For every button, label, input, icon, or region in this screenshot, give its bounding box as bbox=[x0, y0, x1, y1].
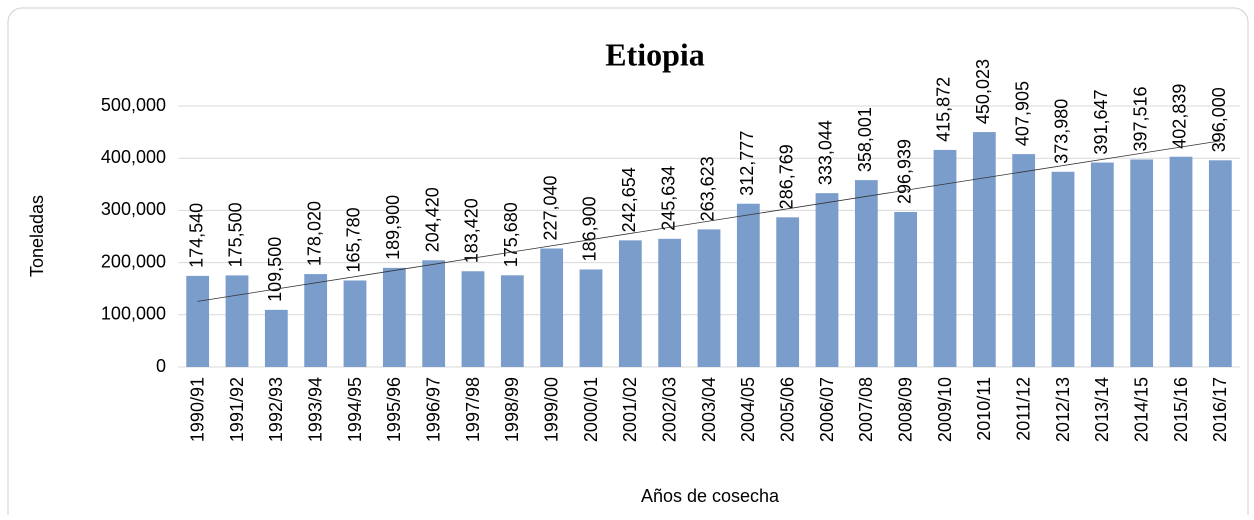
y-tick-label: 300,000 bbox=[101, 199, 166, 219]
value-label: 189,900 bbox=[383, 195, 403, 260]
x-tick-label: 2012/13 bbox=[1053, 377, 1073, 442]
x-tick-label: 2006/07 bbox=[817, 377, 837, 442]
x-tick-label: 2015/16 bbox=[1171, 377, 1191, 442]
value-label: 175,680 bbox=[501, 202, 521, 267]
x-tick-label: 2001/02 bbox=[620, 377, 640, 442]
x-tick-label: 1991/92 bbox=[227, 377, 247, 442]
bar bbox=[540, 248, 564, 367]
value-label: 402,839 bbox=[1170, 84, 1190, 149]
value-label: 333,044 bbox=[816, 120, 836, 185]
x-tick-label: 2013/14 bbox=[1092, 377, 1112, 442]
bar bbox=[776, 217, 800, 367]
x-tick-label: 1994/95 bbox=[345, 377, 365, 442]
value-label: 296,939 bbox=[894, 139, 914, 204]
bar bbox=[894, 211, 918, 367]
value-label: 286,769 bbox=[776, 144, 796, 209]
bar bbox=[304, 274, 328, 367]
x-tick-label: 2016/17 bbox=[1210, 377, 1230, 442]
x-tick-label: 2014/15 bbox=[1131, 377, 1151, 442]
bar bbox=[933, 149, 957, 367]
value-label: 165,780 bbox=[344, 207, 364, 272]
x-tick-label: 2009/10 bbox=[935, 377, 955, 442]
x-tick-label: 2010/11 bbox=[974, 377, 994, 441]
x-tick-label: 1993/94 bbox=[305, 377, 325, 442]
bar bbox=[461, 271, 485, 367]
value-label: 204,420 bbox=[422, 187, 442, 252]
value-label: 450,023 bbox=[973, 59, 993, 124]
x-tick-label: 1998/99 bbox=[502, 377, 522, 442]
value-label: 312,777 bbox=[737, 131, 757, 196]
bar bbox=[658, 238, 682, 367]
trendline bbox=[197, 140, 1221, 302]
bar bbox=[186, 275, 210, 367]
bar bbox=[972, 132, 996, 367]
x-tick-label: 1995/96 bbox=[384, 377, 404, 442]
value-label: 407,905 bbox=[1012, 81, 1032, 146]
bar bbox=[500, 275, 524, 367]
value-label: 391,647 bbox=[1091, 89, 1111, 154]
bar bbox=[854, 180, 878, 367]
y-tick-label: 400,000 bbox=[101, 147, 166, 167]
bar bbox=[225, 275, 249, 367]
x-tick-label: 1997/98 bbox=[463, 377, 483, 442]
bar bbox=[422, 260, 446, 367]
x-tick-label: 1990/91 bbox=[187, 377, 207, 442]
value-label: 373,980 bbox=[1052, 99, 1072, 164]
x-tick-label: 2004/05 bbox=[738, 377, 758, 442]
x-tick-label: 2003/04 bbox=[699, 377, 719, 442]
x-axis-title: Años de cosecha bbox=[641, 486, 780, 506]
value-label: 174,540 bbox=[186, 203, 206, 268]
y-axis-title: Toneladas bbox=[27, 195, 47, 277]
value-label: 109,500 bbox=[265, 237, 285, 302]
bar bbox=[1051, 171, 1075, 367]
y-tick-label: 100,000 bbox=[101, 304, 166, 324]
value-label: 186,900 bbox=[580, 196, 600, 261]
x-tick-label: 1992/93 bbox=[266, 377, 286, 442]
x-tick-label: 2011/12 bbox=[1013, 377, 1033, 441]
value-label: 415,872 bbox=[934, 77, 954, 142]
bar bbox=[697, 229, 721, 367]
value-label: 396,000 bbox=[1209, 87, 1229, 152]
x-tick-label: 1996/97 bbox=[423, 377, 443, 442]
bar bbox=[1130, 159, 1154, 367]
bar bbox=[579, 269, 603, 367]
bar bbox=[1208, 160, 1232, 367]
bar bbox=[264, 309, 288, 367]
value-label: 242,654 bbox=[619, 167, 639, 232]
value-label: 245,634 bbox=[658, 166, 678, 231]
value-label: 183,420 bbox=[462, 198, 482, 263]
bar bbox=[618, 240, 642, 367]
bar bbox=[1169, 156, 1193, 367]
bar bbox=[1012, 154, 1036, 367]
bar bbox=[382, 267, 406, 367]
value-label: 227,040 bbox=[540, 175, 560, 240]
bar bbox=[815, 193, 839, 367]
y-tick-label: 500,000 bbox=[101, 95, 166, 115]
bar bbox=[736, 203, 760, 367]
x-tick-label: 1999/00 bbox=[541, 377, 561, 442]
x-tick-label: 2007/08 bbox=[856, 377, 876, 442]
value-label: 175,500 bbox=[226, 202, 246, 267]
x-tick-label: 2005/06 bbox=[777, 377, 797, 442]
x-tick-label: 2008/09 bbox=[895, 377, 915, 442]
y-tick-label: 200,000 bbox=[101, 251, 166, 271]
value-label: 178,020 bbox=[304, 201, 324, 266]
value-label: 358,001 bbox=[855, 107, 875, 172]
y-tick-label: 0 bbox=[156, 356, 166, 376]
x-tick-label: 2000/01 bbox=[581, 377, 601, 442]
x-tick-label: 2002/03 bbox=[659, 377, 679, 442]
value-label: 397,516 bbox=[1130, 86, 1150, 151]
chart-title: Etiopia bbox=[605, 36, 705, 72]
bar bbox=[343, 280, 367, 367]
bar bbox=[1090, 162, 1114, 367]
value-label: 263,623 bbox=[698, 156, 718, 221]
